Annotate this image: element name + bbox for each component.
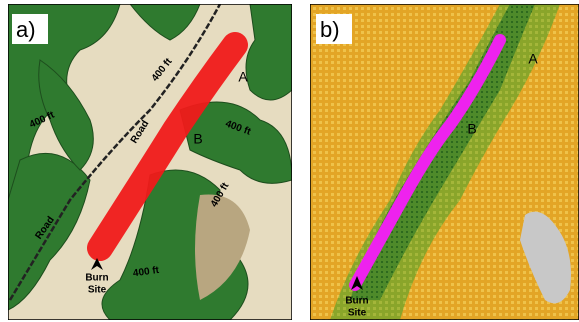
panel-label: a)	[16, 17, 36, 42]
panel-label: b)	[320, 17, 340, 42]
point-label: A	[238, 69, 248, 85]
site-label: Burn	[345, 296, 368, 307]
figure: a) 400 ft 400 ft 400 ft 400 ft 400 ft A …	[0, 0, 579, 322]
site-label: Site	[348, 308, 367, 319]
site-label: Burn	[85, 273, 108, 284]
point-label: B	[193, 131, 202, 147]
point-label: B	[467, 121, 476, 137]
panel-b	[310, 4, 579, 320]
point-label: A	[528, 51, 538, 67]
site-label: Site	[88, 285, 107, 296]
